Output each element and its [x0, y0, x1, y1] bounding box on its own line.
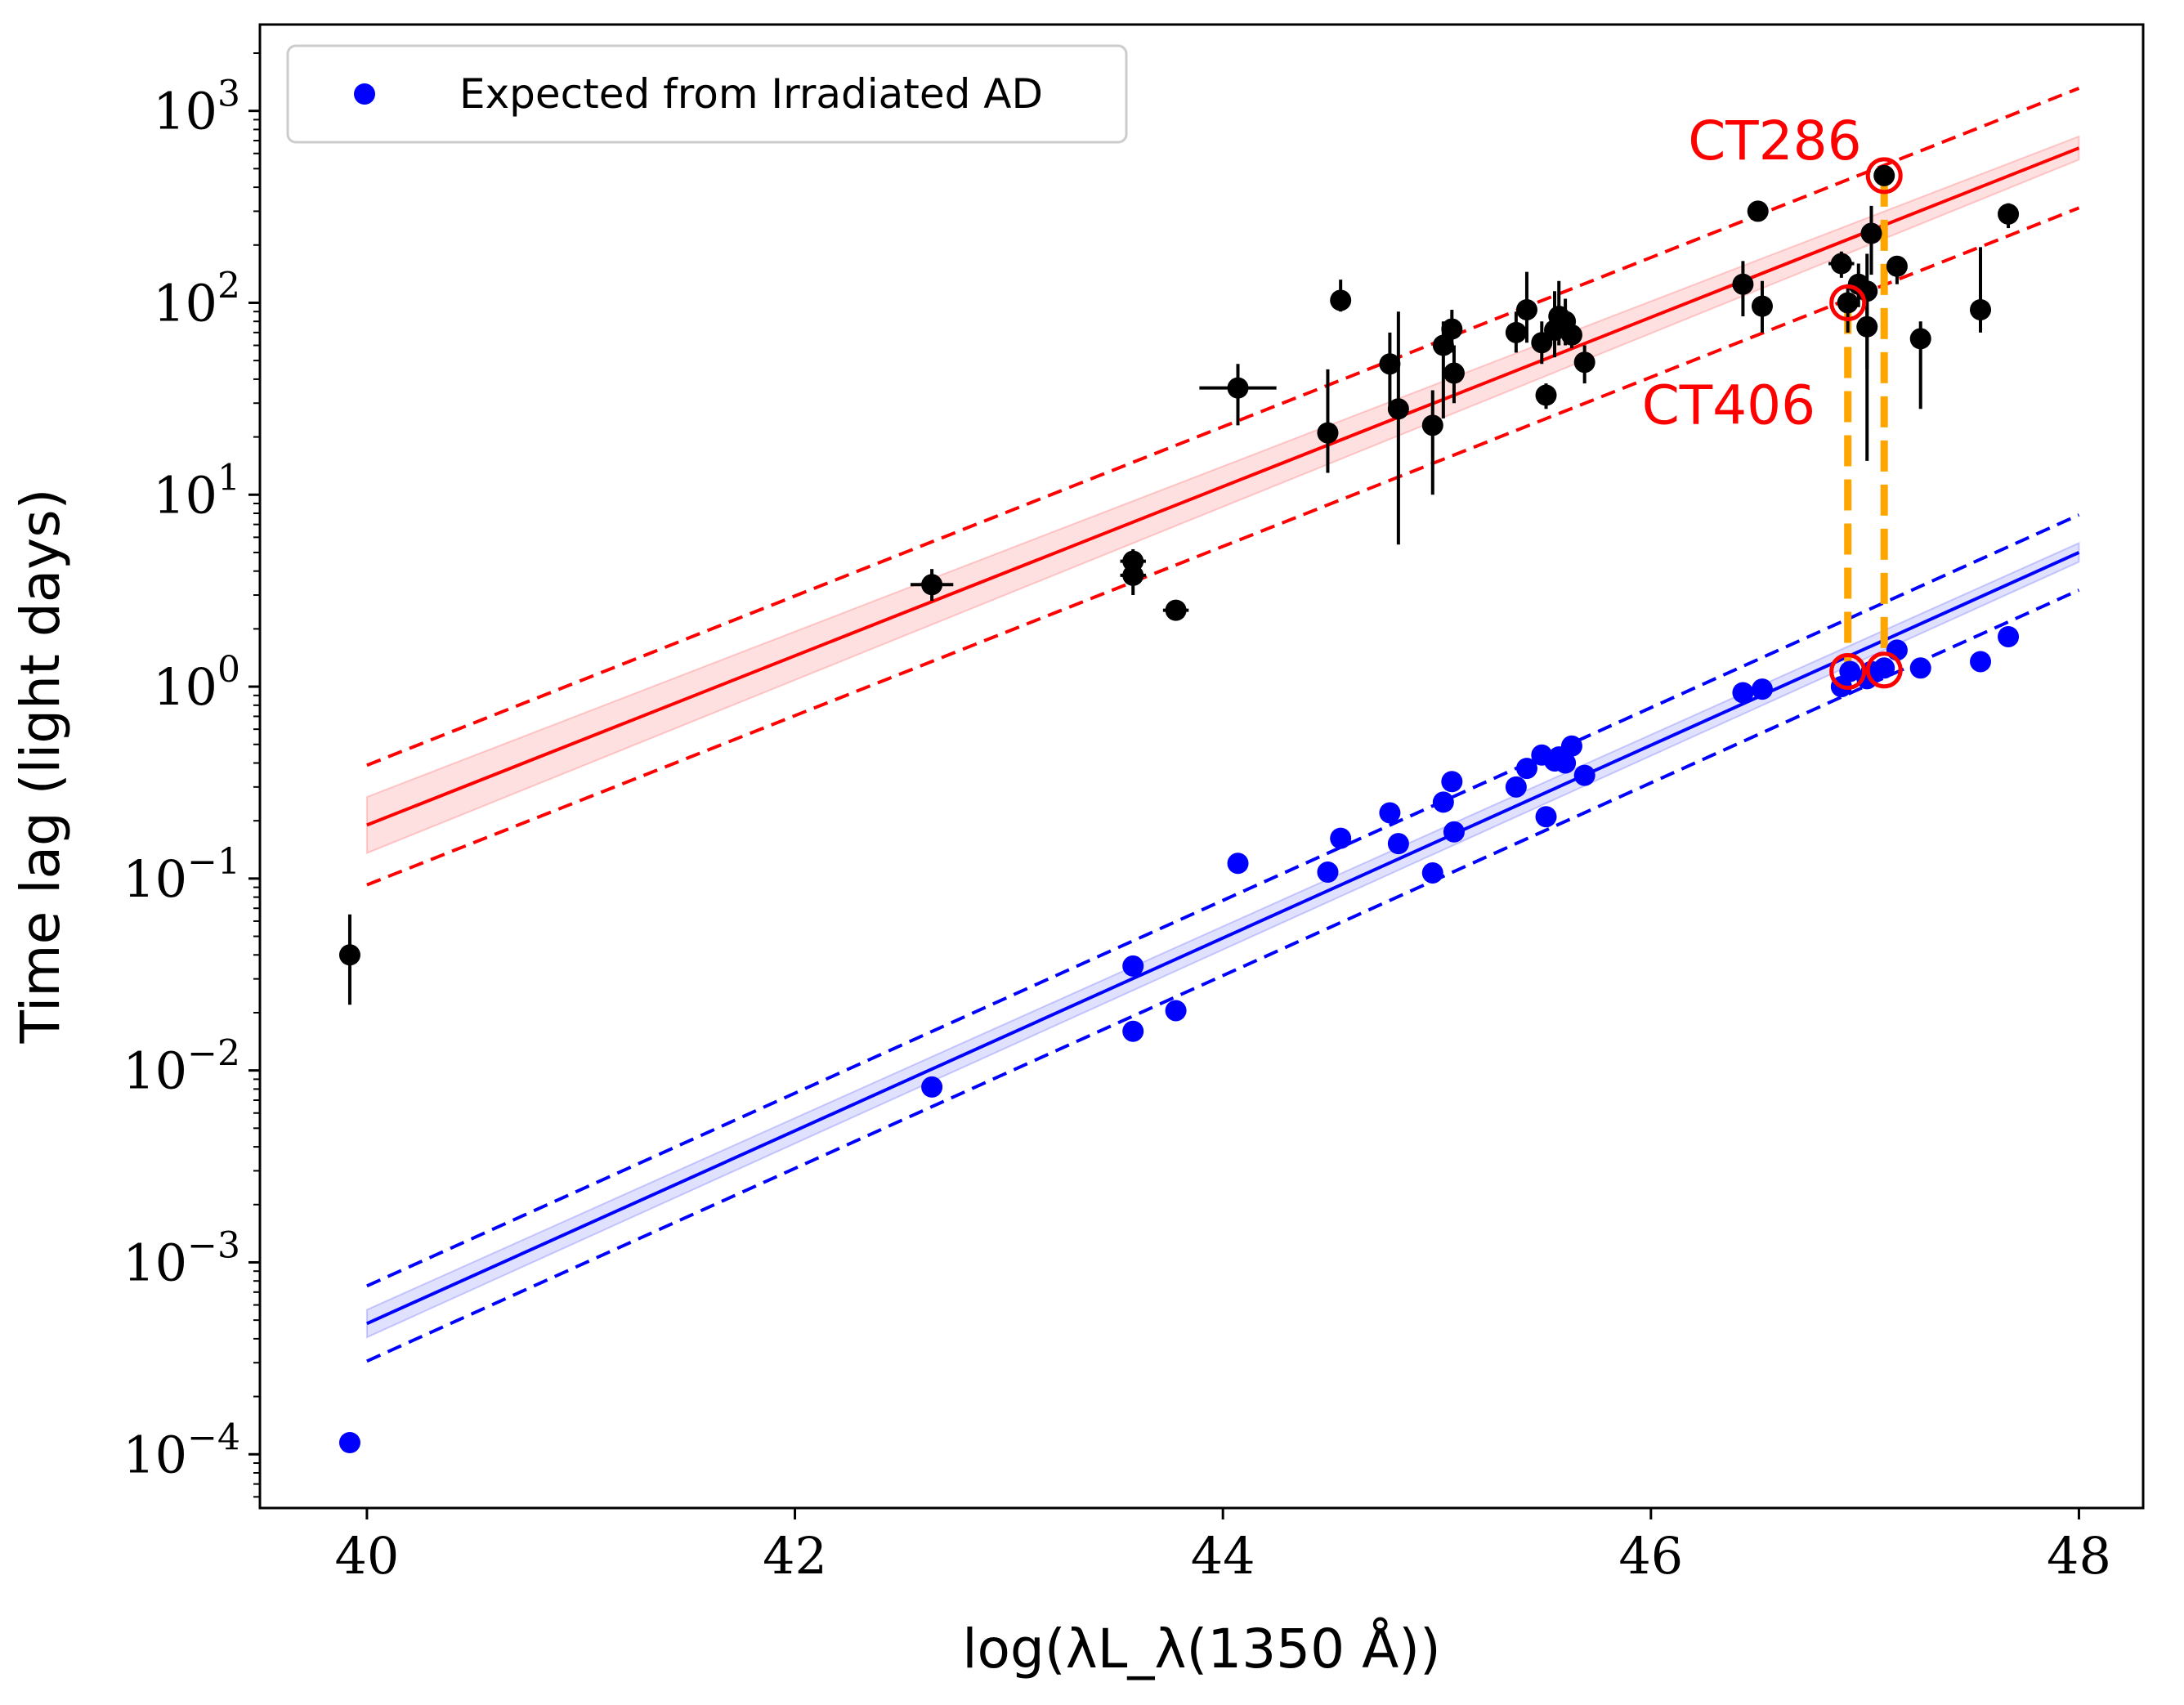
observed-point — [1432, 334, 1454, 356]
highlight-observed-ct406 — [1829, 284, 1867, 321]
highlight-connectors — [1844, 175, 1888, 672]
fit-line-1 — [366, 551, 2080, 1326]
fit-lines — [366, 87, 2080, 1363]
observed-point — [1317, 422, 1339, 444]
fit-scatter-line-1-0 — [366, 513, 2080, 1288]
x-tick-label: 42 — [763, 1526, 827, 1586]
y-axis-title: Time lag (light days) — [9, 489, 72, 1045]
expected-point — [1505, 776, 1527, 798]
fit-scatter-line-1-1 — [366, 588, 2080, 1363]
observed-point — [1441, 318, 1463, 340]
observed-point — [1747, 200, 1769, 222]
observed-point — [1860, 222, 1882, 244]
observed-point — [1330, 289, 1352, 311]
expected-point — [1122, 955, 1144, 977]
observed-point — [1535, 384, 1557, 406]
expected-point — [1873, 657, 1895, 679]
observed-point — [1886, 255, 1908, 277]
fit-scatter-line-0-0 — [366, 87, 2080, 767]
x-tick-label: 46 — [1618, 1526, 1683, 1586]
expected-point — [1122, 1020, 1144, 1042]
observed-point — [1856, 315, 1878, 338]
observed-point — [1998, 203, 2020, 225]
expected-point — [1970, 651, 1992, 673]
expected-point — [1227, 852, 1249, 875]
expected-point — [1555, 752, 1577, 774]
data-points — [338, 164, 2020, 1454]
expected-point — [1387, 833, 1409, 855]
expected-point — [1909, 657, 1931, 679]
expected-point — [1379, 802, 1401, 824]
observed-point — [1560, 324, 1582, 346]
highlight-markers — [1829, 157, 1903, 690]
observed-point — [1909, 328, 1931, 350]
highlight-labels: CT286 CT406 — [1642, 110, 1862, 437]
y-tick-label: 101 — [153, 457, 240, 525]
observed-point — [1421, 414, 1443, 436]
expected-point — [1515, 758, 1537, 780]
observed-point — [1165, 599, 1187, 621]
highlight-expected-ct286 — [1865, 651, 1903, 689]
expected-point — [1421, 861, 1443, 884]
plot-frame — [258, 23, 2145, 1510]
expected-point — [1751, 678, 1773, 700]
expected-point — [1317, 861, 1339, 884]
observed-point — [1122, 564, 1144, 586]
observed-point — [1443, 362, 1465, 384]
observed-point — [1751, 295, 1773, 317]
highlight-observed-ct286 — [1865, 157, 1903, 195]
observed-point — [1379, 353, 1401, 375]
observed-point — [338, 944, 360, 966]
expected-point — [1560, 735, 1582, 757]
observed-point — [921, 574, 943, 596]
expected-point — [1998, 625, 2020, 647]
fit-line-0 — [366, 146, 2080, 827]
expected-point — [921, 1076, 943, 1098]
expected-point — [1432, 791, 1454, 813]
highlight-expected-ct406 — [1829, 652, 1867, 690]
legend: Expected from Irradiated AD — [286, 44, 1128, 144]
fit-scatter-line-0-1 — [366, 206, 2080, 887]
observed-point — [1387, 398, 1409, 420]
label-ct286: CT286 — [1688, 110, 1861, 172]
label-ct406: CT406 — [1642, 374, 1815, 436]
fit-band-1 — [365, 541, 2080, 1339]
expected-point — [1573, 764, 1595, 786]
expected-point — [1443, 821, 1465, 843]
legend-marker — [354, 83, 375, 105]
y-tick-label: 10−4 — [123, 1416, 240, 1484]
x-tick-label: 44 — [1191, 1526, 1255, 1586]
x-axis-title: log(λL_λ(1350 Å)) — [962, 1618, 1441, 1680]
observed-point — [1227, 377, 1249, 399]
observed-point — [1732, 273, 1754, 295]
legend-label: Expected from Irradiated AD — [459, 70, 1043, 118]
observed-point — [1505, 321, 1527, 343]
observed-point — [1830, 253, 1852, 275]
legend-box — [286, 44, 1128, 144]
expected-point — [338, 1432, 360, 1454]
expected-point — [1732, 682, 1754, 704]
expected-point — [1535, 806, 1557, 828]
expected-point — [1165, 1000, 1187, 1022]
x-tick-label: 48 — [2047, 1526, 2111, 1586]
observed-point — [1873, 164, 1895, 186]
x-axis: 40 42 44 46 48 — [334, 1508, 2111, 1586]
expected-point — [1839, 660, 1861, 682]
observed-point — [1837, 292, 1859, 314]
expected-point — [1330, 827, 1352, 849]
observed-point — [1970, 298, 1992, 320]
observed-point — [1573, 351, 1595, 374]
x-tick-label: 40 — [334, 1526, 399, 1586]
observed-point — [1515, 298, 1537, 320]
expected-point — [1441, 771, 1463, 793]
